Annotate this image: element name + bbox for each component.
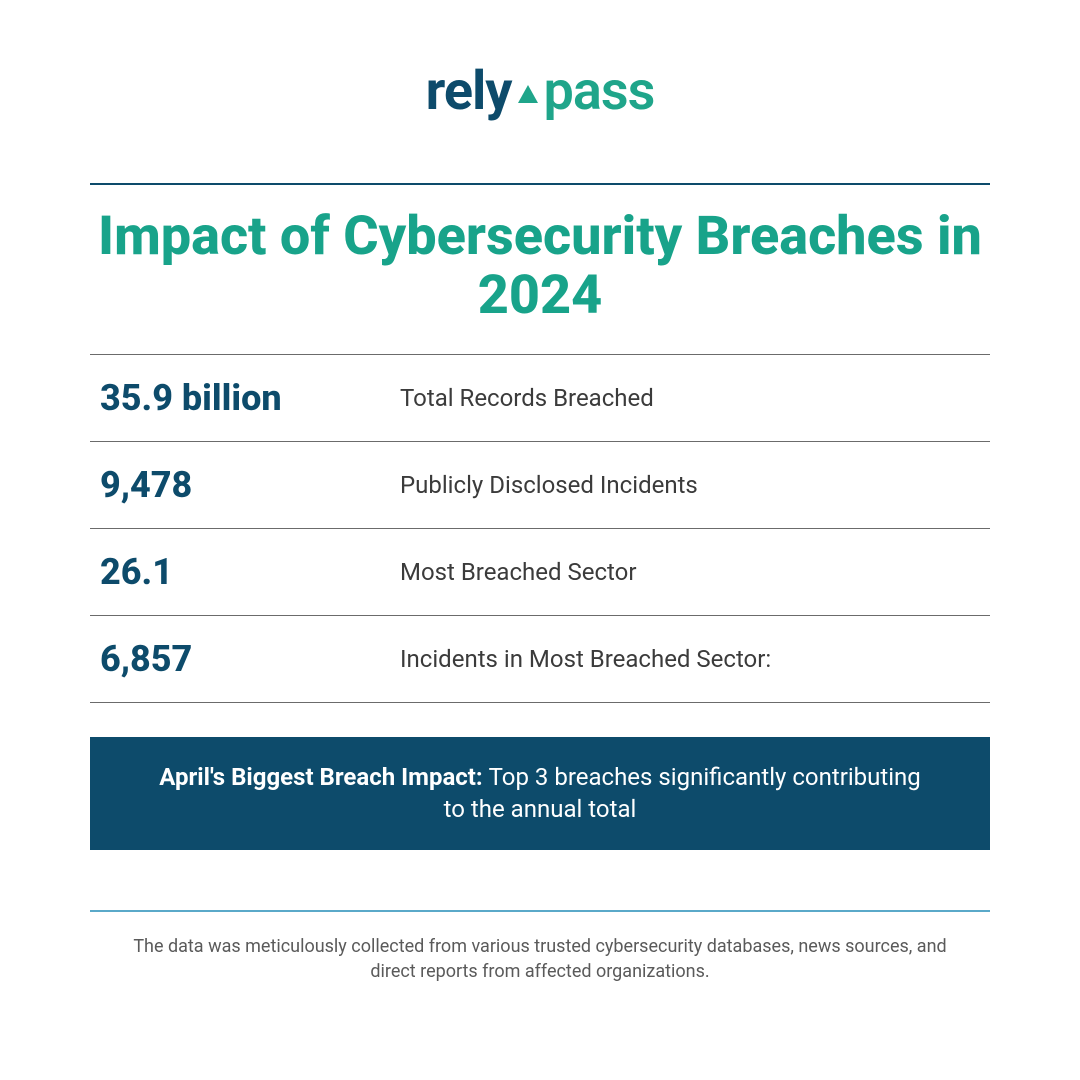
table-row: 35.9 billionTotal Records Breached — [90, 354, 990, 442]
logo-area: rely pass — [90, 60, 990, 123]
page-title: Impact of Cybersecurity Breaches in 2024 — [90, 185, 990, 354]
table-row: 9,478Publicly Disclosed Incidents — [90, 442, 990, 529]
stat-value: 6,857 — [100, 638, 400, 680]
logo-text-pass: pass — [544, 60, 655, 123]
stat-value: 35.9 billion — [100, 377, 400, 419]
stat-value: 9,478 — [100, 464, 400, 506]
table-row: 26.1Most Breached Sector — [90, 529, 990, 616]
stat-label: Incidents in Most Breached Sector: — [400, 645, 771, 673]
stat-label: Publicly Disclosed Incidents — [400, 471, 698, 499]
stat-label: Most Breached Sector — [400, 558, 636, 586]
infographic-canvas: rely pass Impact of Cybersecurity Breach… — [0, 0, 1080, 1080]
callout-lead-text: April's Biggest Breach Impact: — [159, 763, 488, 791]
footnote-text: The data was meticulously collected from… — [90, 934, 990, 984]
logo-text-rely: rely — [426, 60, 512, 123]
table-row: 6,857Incidents in Most Breached Sector: — [90, 616, 990, 703]
stat-label: Total Records Breached — [400, 384, 654, 412]
brand-logo: rely pass — [426, 60, 655, 123]
stat-value: 26.1 — [100, 551, 400, 593]
callout-body-text: Top 3 breaches significantly contributin… — [444, 763, 921, 823]
footer-rule — [90, 910, 990, 912]
callout-banner: April's Biggest Breach Impact: Top 3 bre… — [90, 737, 990, 850]
stats-table: 35.9 billionTotal Records Breached9,478P… — [90, 354, 990, 703]
logo-triangle-icon — [518, 85, 538, 103]
